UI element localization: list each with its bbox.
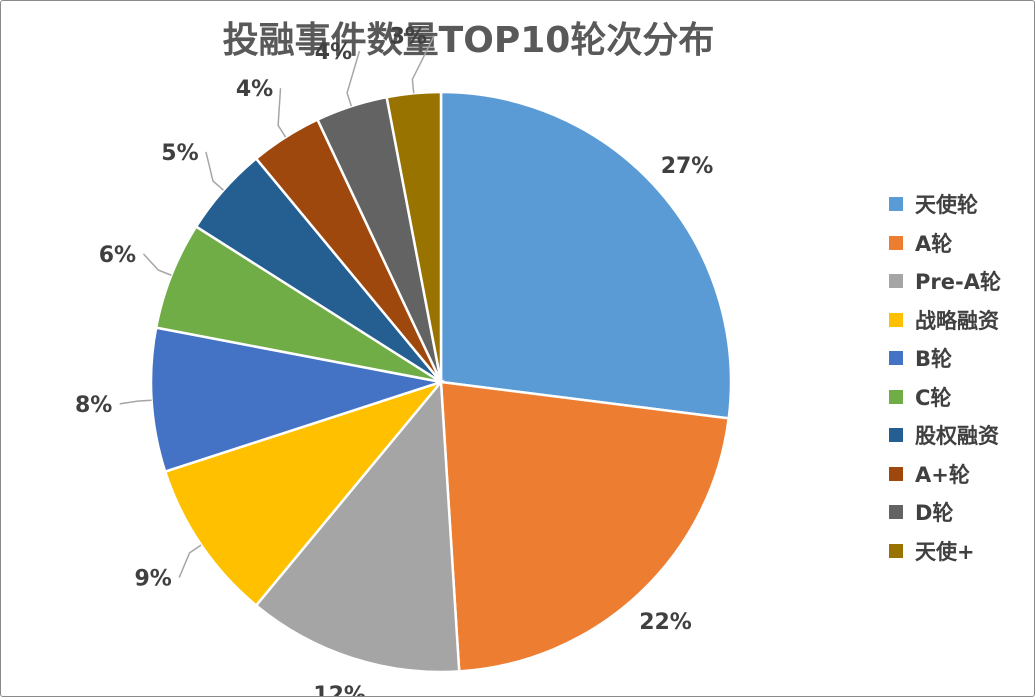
data-label-9: 4%: [315, 40, 352, 65]
legend-label: D轮: [915, 501, 954, 526]
data-label-8: 4%: [236, 77, 273, 102]
legend-label: B轮: [915, 347, 953, 372]
legend-item-4: 战略融资: [889, 301, 1001, 340]
pie-slice-2: [439, 380, 731, 673]
legend-swatch: [889, 428, 903, 443]
data-label-6: 6%: [99, 243, 136, 268]
legend-item-2: A轮: [889, 224, 1001, 263]
legend-label: Pre-A轮: [915, 270, 1001, 295]
data-label-3: 12%: [313, 683, 366, 696]
legend-label: A轮: [915, 231, 953, 256]
legend-swatch: [889, 466, 903, 481]
legend-swatch: [889, 505, 903, 520]
leader-line-7: [205, 151, 224, 191]
leader-line-10: [411, 35, 435, 94]
legend-swatch: [889, 312, 903, 327]
data-label-2: 22%: [639, 610, 692, 635]
legend-label: 天使轮: [915, 193, 978, 218]
legend-item-1: 天使轮: [889, 185, 1001, 224]
legend-item-8: A+轮: [889, 455, 1001, 494]
data-label-5: 8%: [75, 393, 112, 418]
legend-swatch: [889, 274, 903, 289]
data-labels: 27% 22% 12% 9% 8% 6% 5% 4% 4% 3%: [75, 25, 713, 696]
legend-swatch: [889, 197, 903, 212]
legend-label: 战略融资: [915, 308, 999, 333]
leader-line-5: [119, 399, 152, 405]
legend-swatch: [889, 351, 903, 366]
legend-label: A+轮: [915, 462, 970, 487]
legend-item-10: 天使+: [889, 532, 1001, 571]
legend-item-7: 股权融资: [889, 416, 1001, 455]
data-label-4: 9%: [134, 567, 171, 592]
leader-line-4: [178, 544, 202, 578]
legend-swatch: [889, 235, 903, 250]
legend-swatch: [889, 543, 903, 558]
legend-item-9: D轮: [889, 493, 1001, 532]
legend-item-5: B轮: [889, 339, 1001, 378]
data-label-7: 5%: [161, 141, 198, 166]
data-label-10: 3%: [390, 25, 427, 50]
legend-item-6: C轮: [889, 378, 1001, 417]
leader-line-8: [277, 88, 287, 138]
pie-slice-5: [149, 326, 442, 474]
legend: 天使轮 A轮 Pre-A轮 战略融资 B轮 C轮股权融资 A+轮 D轮天使+: [889, 185, 1001, 570]
legend-label: 天使+: [915, 539, 975, 564]
legend-label: 股权融资: [915, 424, 999, 449]
legend-swatch: [889, 389, 903, 404]
legend-item-3: Pre-A轮: [889, 262, 1001, 301]
leader-line-9: [346, 50, 361, 107]
pie-slices: [149, 90, 733, 674]
pie-slice-4: [163, 379, 445, 608]
pie-slice-1: [439, 90, 733, 420]
leader-lines: [119, 35, 435, 578]
pie-slice-3: [254, 378, 461, 674]
chart-title: 投融事件数量TOP10轮次分布: [222, 20, 715, 61]
leader-line-6: [142, 253, 172, 276]
data-label-1: 27%: [661, 154, 714, 179]
legend-label: C轮: [915, 385, 952, 410]
